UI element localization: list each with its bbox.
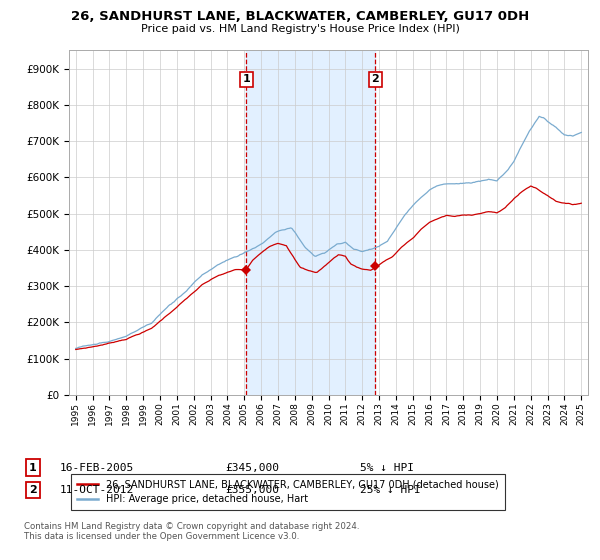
Text: Contains HM Land Registry data © Crown copyright and database right 2024.
This d: Contains HM Land Registry data © Crown c… [24, 522, 359, 542]
Text: Price paid vs. HM Land Registry's House Price Index (HPI): Price paid vs. HM Land Registry's House … [140, 24, 460, 34]
Bar [246, 50, 376, 395]
Text: £355,000: £355,000 [225, 485, 279, 495]
Text: 2: 2 [29, 485, 37, 495]
Text: 11-OCT-2012: 11-OCT-2012 [60, 485, 134, 495]
Text: £345,000: £345,000 [225, 463, 279, 473]
Text: 25% ↓ HPI: 25% ↓ HPI [360, 485, 421, 495]
Text: 26, SANDHURST LANE, BLACKWATER, CAMBERLEY, GU17 0DH: 26, SANDHURST LANE, BLACKWATER, CAMBERLE… [71, 10, 529, 23]
Legend: 26, SANDHURST LANE, BLACKWATER, CAMBERLEY, GU17 0DH (detached house), HPI: Avera: 26, SANDHURST LANE, BLACKWATER, CAMBERLE… [71, 474, 505, 510]
Text: 1: 1 [29, 463, 37, 473]
Text: 5% ↓ HPI: 5% ↓ HPI [360, 463, 414, 473]
Text: 1: 1 [242, 74, 250, 85]
Text: 16-FEB-2005: 16-FEB-2005 [60, 463, 134, 473]
Text: 2: 2 [371, 74, 379, 85]
